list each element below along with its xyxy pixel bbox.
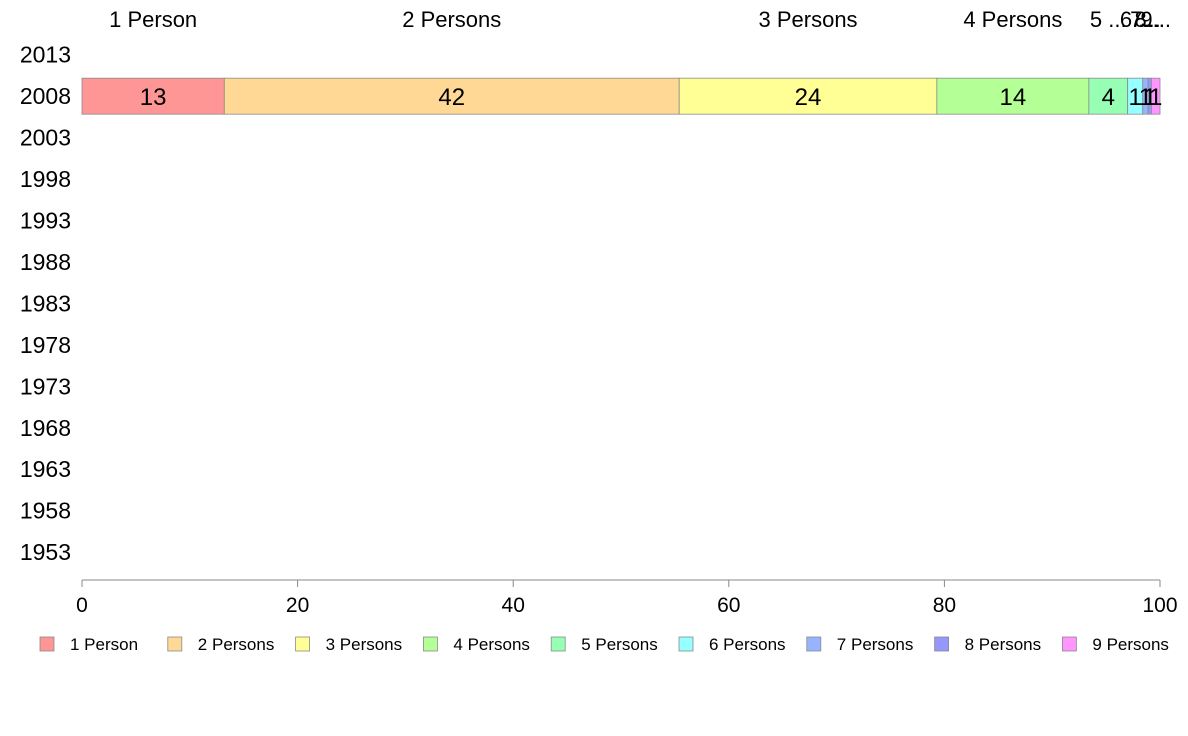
data-label: 14 bbox=[1000, 84, 1027, 111]
legend-label: 8 Persons bbox=[965, 635, 1042, 654]
x-tick-label: 20 bbox=[286, 594, 309, 617]
y-tick-label: 1968 bbox=[20, 415, 71, 441]
legend-swatch bbox=[422, 636, 438, 652]
x-axis: 0 20 40 60 80 100 bbox=[76, 579, 1178, 617]
bar-segment bbox=[81, 77, 225, 115]
legend-swatch bbox=[678, 636, 694, 652]
bar-segment bbox=[1150, 77, 1161, 115]
segment-header-label: 7... bbox=[1130, 7, 1161, 32]
legend-swatch bbox=[167, 636, 183, 652]
legend-swatch bbox=[295, 636, 311, 652]
legend-label: 5 Persons bbox=[581, 635, 658, 654]
legend-swatch bbox=[1062, 636, 1077, 652]
bar-segment bbox=[223, 77, 680, 115]
data-label: 4 bbox=[1102, 84, 1115, 111]
bar-segment bbox=[678, 77, 938, 115]
x-tick-label: 40 bbox=[502, 594, 525, 617]
x-tick-label: 80 bbox=[933, 594, 956, 617]
data-label: 1 bbox=[1129, 84, 1142, 111]
y-tick-label: 2013 bbox=[20, 42, 71, 68]
segment-header-label: 4 Persons bbox=[963, 7, 1062, 32]
data-label: 1 bbox=[1143, 84, 1156, 111]
legend-label: 9 Persons bbox=[1092, 635, 1169, 654]
x-tick-label: 100 bbox=[1142, 594, 1177, 617]
y-tick-label: 2008 bbox=[20, 83, 71, 109]
y-tick-label: 1993 bbox=[20, 208, 71, 234]
y-axis: 2013 2008 2003 1998 1993 1988 1983 1978 1973 1968… bbox=[20, 42, 71, 565]
segment-header-label: 3 Persons bbox=[759, 7, 858, 32]
segment-header-labels: 1 Person 2 Persons 3 Persons 4 Persons 5 ...… bbox=[109, 7, 1171, 32]
segment-header-label: 5 ... bbox=[1090, 7, 1127, 32]
legend-label: 6 Persons bbox=[709, 635, 786, 654]
y-tick-label: 2003 bbox=[20, 125, 71, 151]
bar-segment bbox=[1088, 77, 1129, 115]
y-tick-label: 1998 bbox=[20, 166, 71, 192]
legend-label: 1 Person bbox=[70, 635, 138, 654]
y-tick-label: 1953 bbox=[20, 539, 71, 565]
legend-swatch bbox=[806, 636, 822, 652]
data-label: 1 bbox=[1139, 84, 1152, 111]
y-tick-label: 1978 bbox=[20, 332, 71, 358]
legend-label: 4 Persons bbox=[453, 635, 530, 654]
segment-header-label: 8... bbox=[1134, 7, 1165, 32]
y-tick-label: 1983 bbox=[20, 290, 71, 316]
legend-label: 2 Persons bbox=[198, 635, 275, 654]
y-tick-label: 1988 bbox=[20, 249, 71, 275]
bar-segment bbox=[936, 77, 1090, 115]
y-tick-label: 1973 bbox=[20, 373, 71, 399]
y-tick-label: 1963 bbox=[20, 456, 71, 482]
segment-header-label: 9... bbox=[1140, 7, 1171, 32]
data-label: 42 bbox=[438, 84, 465, 111]
data-label: 13 bbox=[140, 84, 167, 111]
y-tick-label: 1958 bbox=[20, 498, 71, 524]
segment-header-label: 6... bbox=[1120, 7, 1151, 32]
segment-header-label: 1 Person bbox=[109, 7, 197, 32]
segment-header-label: 2 Persons bbox=[402, 7, 501, 32]
data-label: 24 bbox=[795, 84, 822, 111]
data-label: 1 bbox=[1149, 84, 1162, 111]
legend-swatch bbox=[39, 636, 55, 652]
x-tick-label: 0 bbox=[76, 594, 88, 617]
bars bbox=[81, 77, 1161, 115]
x-tick-label: 60 bbox=[717, 594, 740, 617]
legend-swatch bbox=[934, 636, 949, 652]
legend-swatch bbox=[550, 636, 566, 652]
legend-label: 3 Persons bbox=[326, 635, 403, 654]
legend-label: 7 Persons bbox=[837, 635, 914, 654]
legend: 1 Person 2 Persons 3 Persons 4 Persons 5 Per… bbox=[39, 635, 1169, 654]
